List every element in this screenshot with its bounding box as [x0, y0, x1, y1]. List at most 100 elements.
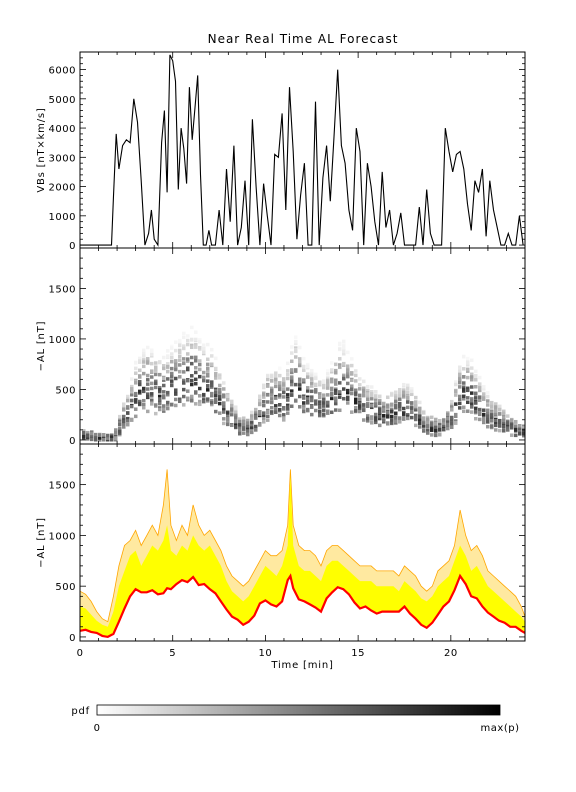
heatmap-cell	[218, 397, 222, 401]
heatmap-cell	[262, 411, 266, 415]
y-tick-label: 500	[55, 385, 76, 396]
heatmap-cell	[466, 396, 470, 400]
heatmap-cell	[258, 398, 262, 403]
heatmap-cell	[222, 421, 226, 426]
heatmap-cell	[186, 396, 190, 401]
heatmap-cell	[274, 408, 278, 412]
heatmap-cell	[346, 350, 350, 355]
heatmap-cell	[358, 377, 362, 381]
heatmap-cell	[166, 392, 170, 397]
heatmap-cell	[182, 403, 186, 407]
heatmap-cell	[382, 407, 386, 411]
heatmap-cell	[234, 425, 238, 429]
heatmap-cell	[302, 401, 306, 405]
heatmap-cell	[174, 364, 178, 368]
heatmap-cell	[286, 411, 290, 415]
heatmap-cell	[470, 377, 474, 382]
heatmap-cell	[474, 391, 478, 396]
heatmap-cell	[422, 417, 426, 421]
heatmap-cell	[322, 397, 326, 401]
heatmap-cell	[418, 414, 422, 418]
heatmap-cell	[218, 383, 222, 388]
heatmap-cell	[218, 393, 222, 397]
heatmap-cell	[158, 386, 162, 390]
heatmap-cell	[410, 392, 414, 397]
heatmap-cell	[458, 397, 462, 402]
heatmap-cell	[330, 370, 334, 374]
heatmap-cell	[150, 375, 154, 379]
heatmap-cell	[230, 423, 234, 428]
heatmap-cell	[250, 425, 254, 430]
heatmap-cell	[202, 346, 206, 351]
heatmap-cell	[98, 433, 102, 437]
heatmap-cell	[202, 375, 206, 380]
heatmap-cell	[234, 409, 238, 414]
heatmap-cell	[402, 390, 406, 395]
x-tick-label: 10	[259, 648, 273, 659]
heatmap-cell	[410, 406, 414, 410]
heatmap-cell	[354, 406, 358, 410]
heatmap-cell	[206, 379, 210, 383]
heatmap-cell	[282, 378, 286, 382]
heatmap-cell	[446, 426, 450, 431]
heatmap-cell	[306, 399, 310, 403]
heatmap-cell	[462, 387, 466, 392]
heatmap-cell	[86, 433, 90, 437]
heatmap-cell	[174, 348, 178, 353]
heatmap-cell	[338, 341, 342, 346]
heatmap-cell	[394, 395, 398, 400]
heatmap-cell	[374, 395, 378, 399]
heatmap-cell	[298, 363, 302, 368]
heatmap-cell	[206, 342, 210, 347]
colorbar-gradient	[96, 704, 501, 716]
heatmap-cell	[482, 412, 486, 417]
heatmap-cell	[390, 409, 394, 414]
heatmap-cell	[398, 403, 402, 408]
heatmap-cell	[162, 390, 166, 394]
heatmap-cell	[486, 419, 490, 424]
heatmap-cell	[522, 433, 526, 438]
heatmap-cell	[286, 361, 290, 366]
heatmap-cell	[314, 390, 318, 394]
heatmap-cell	[342, 373, 346, 378]
heatmap-cell	[130, 390, 134, 394]
heatmap-cell	[518, 429, 522, 434]
heatmap-cell	[406, 397, 410, 402]
heatmap-cell	[130, 377, 134, 381]
heatmap-cell	[402, 406, 406, 411]
heatmap-cell	[458, 394, 462, 399]
heatmap-cell	[338, 347, 342, 351]
heatmap-cell	[182, 380, 186, 385]
heatmap-cell	[134, 381, 138, 385]
heatmap-cell	[226, 411, 230, 415]
heatmap-cell	[294, 382, 298, 387]
heatmap-cell	[198, 338, 202, 342]
heatmap-cell	[518, 431, 522, 436]
heatmap-cell	[186, 352, 190, 356]
heatmap-cell	[494, 408, 498, 413]
heatmap-cell	[154, 365, 158, 369]
heatmap-cell	[230, 408, 234, 412]
heatmap-cell	[326, 386, 330, 390]
heatmap-cell	[234, 415, 238, 420]
heatmap-cell	[314, 372, 318, 377]
heatmap-cell	[442, 421, 446, 425]
heatmap-cell	[358, 393, 362, 398]
heatmap-cell	[494, 412, 498, 416]
heatmap-cell	[226, 420, 230, 424]
heatmap-cell	[178, 397, 182, 402]
heatmap-cell	[134, 399, 138, 403]
heatmap-cell	[214, 400, 218, 405]
heatmap-cell	[198, 399, 202, 404]
y-tick-label: 2000	[49, 183, 76, 194]
heatmap-cell	[406, 386, 410, 391]
heatmap-cell	[342, 361, 346, 366]
heatmap-cell	[498, 428, 502, 433]
heatmap-cell	[222, 407, 226, 412]
heatmap-cell	[486, 414, 490, 418]
heatmap-cell	[434, 417, 438, 422]
heatmap-cell	[302, 395, 306, 399]
heatmap-cell	[142, 351, 146, 356]
heatmap-cell	[258, 410, 262, 415]
heatmap-cell	[370, 416, 374, 421]
